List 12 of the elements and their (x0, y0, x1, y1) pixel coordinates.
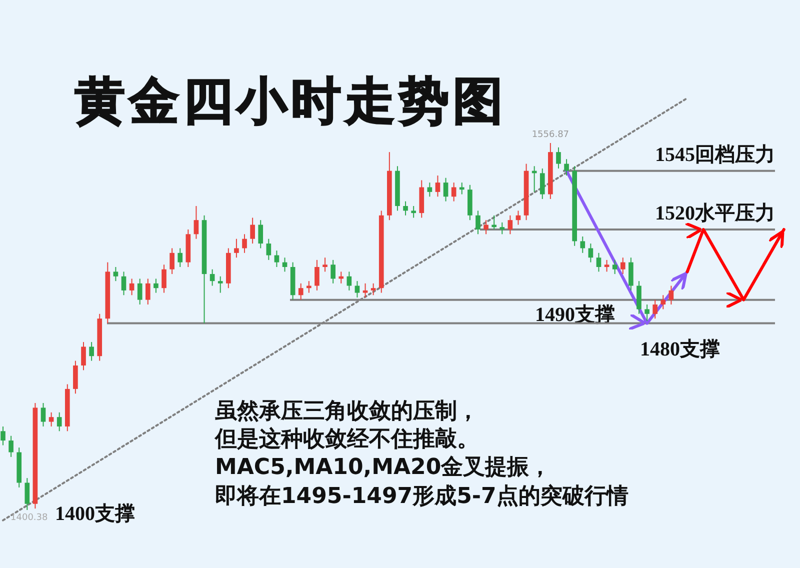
annotation: 即将在1495-1497形成5-7点的突破行情 (215, 483, 628, 509)
annotation: MAC5,MA10,MA20金叉提振， (215, 455, 552, 480)
ref-line-label: 1520水平压力 (655, 202, 775, 224)
ref-line-label: 1490支撑 (535, 304, 615, 326)
annotation: 1556.87 (532, 130, 570, 140)
chart-title: 黄金四小时走势图 (75, 72, 507, 130)
annotation: 虽然承压三角收敛的压制， (214, 399, 479, 424)
annotation: 1400支撑 (55, 503, 135, 525)
ref-line-label: 1545回档压力 (655, 144, 775, 166)
annotation: 1400.38 (10, 513, 48, 523)
ref-line-label: 1480支撑 (640, 338, 720, 360)
annotation: 但是这种收敛经不住推敲。 (214, 426, 479, 452)
